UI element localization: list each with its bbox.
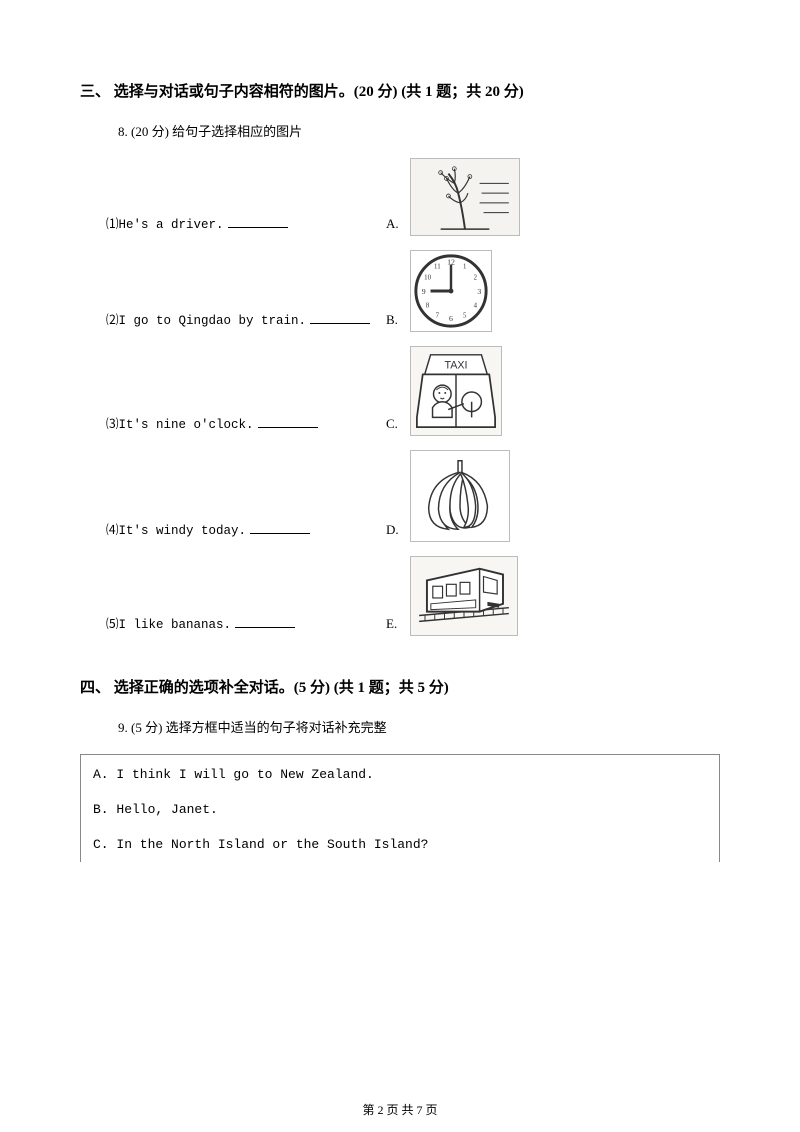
item-num: ⑴ — [106, 218, 119, 232]
dialogue-option: C. In the North Island or the South Isla… — [93, 837, 707, 852]
image-bananas — [410, 450, 510, 542]
answer-blank[interactable] — [250, 533, 310, 534]
match-row: ⑵I go to Qingdao by train. B. 12 1 2 3 4… — [106, 250, 720, 332]
image-train — [410, 556, 518, 636]
match-row: ⑴He's a driver. A. — [106, 158, 720, 236]
item-num: ⑷ — [106, 524, 119, 538]
svg-text:TAXI: TAXI — [444, 360, 467, 372]
option-letter: C. — [386, 416, 410, 436]
answer-blank[interactable] — [228, 227, 288, 228]
image-clock: 12 1 2 3 4 5 6 7 8 9 10 11 — [410, 250, 492, 332]
q8-intro: 8. (20 分) 给句子选择相应的图片 — [118, 121, 720, 140]
answer-blank[interactable] — [310, 323, 370, 324]
item-sentence: I go to Qingdao by train. — [119, 314, 307, 328]
item-sentence: It's windy today. — [119, 524, 247, 538]
svg-text:6: 6 — [449, 314, 453, 323]
item-sentence: It's nine o'clock. — [119, 418, 254, 432]
sentence-4: ⑷It's windy today. — [106, 519, 386, 542]
answer-blank[interactable] — [258, 427, 318, 428]
svg-text:8: 8 — [426, 303, 430, 310]
svg-text:9: 9 — [422, 287, 426, 296]
item-sentence: He's a driver. — [119, 218, 224, 232]
svg-text:11: 11 — [434, 264, 441, 271]
sentence-5: ⑸I like bananas. — [106, 613, 386, 636]
section-3-header: 三、 选择与对话或句子内容相符的图片。(20 分) (共 1 题；共 20 分) — [80, 80, 720, 101]
svg-text:7: 7 — [436, 312, 440, 319]
sentence-1: ⑴He's a driver. — [106, 213, 386, 236]
item-num: ⑵ — [106, 314, 119, 328]
q9-intro: 9. (5 分) 选择方框中适当的句子将对话补充完整 — [118, 717, 720, 736]
svg-text:4: 4 — [474, 303, 478, 310]
item-num: ⑸ — [106, 618, 119, 632]
section-4-header: 四、 选择正确的选项补全对话。(5 分) (共 1 题；共 5 分) — [80, 676, 720, 697]
option-letter: E. — [386, 616, 410, 636]
dialogue-option: B. Hello, Janet. — [93, 802, 707, 817]
item-num: ⑶ — [106, 418, 119, 432]
image-taxi-driver: TAXI — [410, 346, 502, 436]
svg-text:2: 2 — [474, 274, 478, 281]
match-row: ⑶It's nine o'clock. C. TAXI — [106, 346, 720, 436]
match-row: ⑷It's windy today. D. — [106, 450, 720, 542]
dialogue-options-box: A. I think I will go to New Zealand. B. … — [80, 754, 720, 862]
image-tree-wind — [410, 158, 520, 236]
sentence-2: ⑵I go to Qingdao by train. — [106, 309, 386, 332]
match-row: ⑸I like bananas. E. — [106, 556, 720, 636]
svg-text:5: 5 — [463, 312, 467, 319]
option-letter: A. — [386, 216, 410, 236]
item-sentence: I like bananas. — [119, 618, 232, 632]
page-footer: 第 2 页 共 7 页 — [0, 1101, 800, 1118]
sentence-3: ⑶It's nine o'clock. — [106, 413, 386, 436]
option-letter: D. — [386, 522, 410, 542]
option-letter: B. — [386, 312, 410, 332]
answer-blank[interactable] — [235, 627, 295, 628]
svg-text:3: 3 — [477, 287, 481, 296]
dialogue-option: A. I think I will go to New Zealand. — [93, 767, 707, 782]
svg-text:10: 10 — [424, 274, 431, 281]
svg-text:1: 1 — [463, 264, 466, 271]
